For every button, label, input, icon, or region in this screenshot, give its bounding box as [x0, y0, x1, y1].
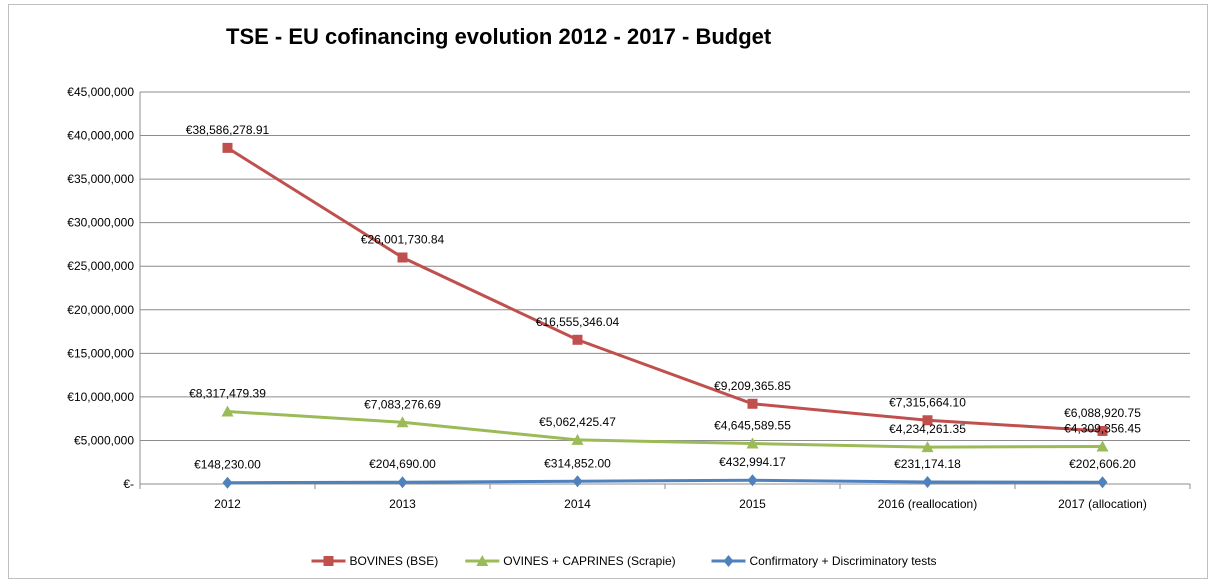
data-point [397, 252, 408, 263]
data-point [922, 475, 933, 488]
data-label: €6,088,920.75 [1064, 406, 1141, 420]
axis-layer: €- €5,000,000 €10,000,000 €15,000,000 €20,00… [67, 85, 1191, 511]
legend-item: OVINES + CAPRINES (Scrapie) [465, 554, 676, 568]
legend-item: BOVINES (BSE) [311, 554, 439, 568]
y-tick-label: €5,000,000 [74, 433, 134, 447]
data-point [572, 475, 583, 488]
series-line [227, 410, 1103, 449]
data-point [221, 405, 234, 417]
data-point [1096, 440, 1109, 452]
data-point [222, 142, 233, 153]
series-line [227, 478, 1103, 485]
data-point [747, 398, 758, 409]
data-point [1097, 425, 1108, 436]
legend-marker [723, 555, 734, 567]
legend-item: Confirmatory + Discriminatory tests [711, 554, 937, 568]
legend-label: OVINES + CAPRINES (Scrapie) [503, 554, 675, 568]
chart-title: TSE - EU cofinancing evolution 2012 - 20… [226, 24, 772, 49]
series-line [226, 146, 1103, 433]
data-label: €38,586,278.91 [186, 123, 270, 137]
data-label: €16,555,346.04 [536, 315, 620, 329]
data-point [397, 476, 408, 489]
data-label: €5,062,425.47 [539, 415, 616, 429]
legend: BOVINES (BSE) OVINES + CAPRINES (Scrapie)… [311, 554, 937, 568]
data-label: €202,606.20 [1069, 457, 1136, 471]
y-tick-label: €25,000,000 [67, 259, 134, 273]
y-tick-label: €- [123, 477, 134, 491]
x-tick-label: 2016 (reallocation) [878, 497, 977, 511]
data-label: €7,315,664.10 [889, 395, 966, 409]
data-label: €8,317,479.39 [189, 387, 266, 401]
data-label: €432,994.17 [719, 455, 786, 469]
y-tick-label: €20,000,000 [67, 303, 134, 317]
data-point [921, 441, 934, 453]
data-label: €314,852.00 [544, 456, 611, 470]
x-tick-label: 2017 (allocation) [1058, 497, 1147, 511]
data-point [572, 334, 583, 345]
label-layer: €38,586,278.91 €26,001,730.84 €16,555,346.… [186, 123, 1141, 472]
series-layer [221, 142, 1109, 489]
data-label: €4,309,356.45 [1064, 421, 1141, 435]
data-point [746, 437, 759, 449]
x-tick-label: 2013 [389, 497, 416, 511]
data-label: €9,209,365.85 [714, 379, 791, 393]
legend-marker [323, 556, 334, 566]
legend-marker [476, 555, 489, 566]
x-tick-label: 2014 [564, 497, 591, 511]
data-label: €4,645,589.55 [714, 419, 791, 433]
data-label: €204,690.00 [369, 457, 436, 471]
data-point [396, 416, 409, 428]
data-label: €148,230.00 [194, 458, 261, 472]
data-point [571, 433, 584, 445]
data-label: €7,083,276.69 [364, 397, 441, 411]
data-label: €231,174.18 [894, 457, 961, 471]
y-tick-label: €10,000,000 [67, 390, 134, 404]
y-tick-label: €45,000,000 [67, 85, 134, 99]
x-tick-label: 2015 [739, 497, 766, 511]
data-point [1097, 476, 1108, 489]
data-label: €4,234,261.35 [889, 422, 966, 436]
y-tick-label: €30,000,000 [67, 216, 134, 230]
y-tick-label: €35,000,000 [67, 172, 134, 186]
legend-label: BOVINES (BSE) [350, 554, 439, 568]
x-tick-label: 2012 [214, 497, 241, 511]
data-label: €26,001,730.84 [361, 232, 445, 246]
data-point [222, 476, 233, 489]
data-point [922, 415, 933, 426]
y-tick-label: €40,000,000 [67, 129, 134, 143]
grid-layer [140, 91, 1190, 441]
data-point [747, 474, 758, 487]
legend-label: Confirmatory + Discriminatory tests [750, 554, 937, 568]
y-tick-label: €15,000,000 [67, 346, 134, 360]
